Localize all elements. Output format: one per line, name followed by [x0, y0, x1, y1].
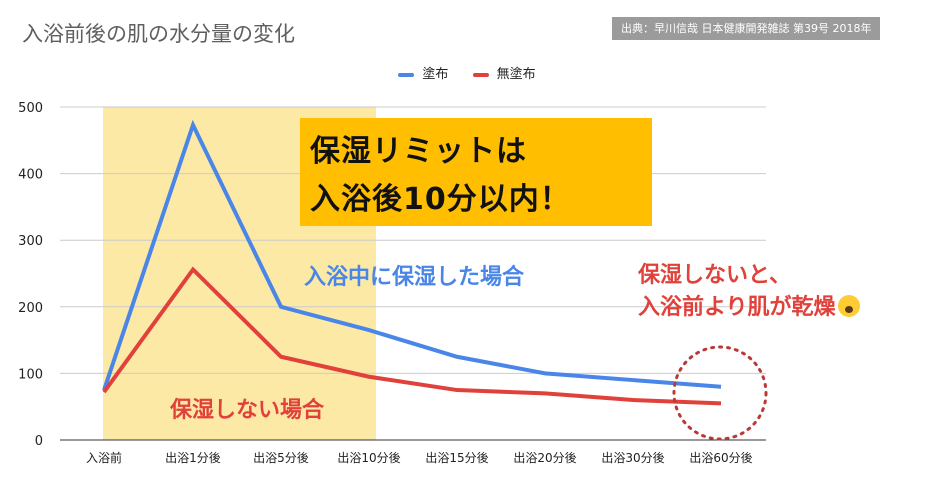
y-tick-label: 0 [35, 434, 43, 449]
x-tick-label: 出浴20分後 [513, 451, 576, 465]
x-tick-label: 出浴5分後 [253, 451, 309, 465]
legend: 塗布 無塗布 [0, 63, 934, 82]
legend-label-coated: 塗布 [422, 67, 449, 82]
legend-label-uncoated: 無塗布 [496, 67, 536, 82]
annotation-dry-line-1: 保湿しないと、 [638, 263, 792, 288]
x-tick-label: 出浴10分後 [337, 451, 400, 465]
legend-swatch-uncoated [472, 72, 489, 77]
y-tick-label: 500 [18, 101, 43, 116]
legend-swatch-coated [398, 72, 415, 77]
y-tick-label: 400 [18, 168, 43, 183]
legend-item-uncoated: 無塗布 [472, 63, 536, 82]
callout-line-1: 保湿リミットは [310, 134, 527, 169]
series-line-coated [102, 119, 722, 391]
y-tick-label: 200 [18, 301, 43, 316]
legend-item-coated: 塗布 [398, 63, 448, 82]
x-tick-label: 出浴1分後 [165, 451, 221, 465]
scream-face-icon [837, 295, 860, 317]
series-line-uncoated [102, 266, 722, 406]
annotation-with-moisture: 入浴中に保湿した場合 [304, 265, 525, 290]
x-tick-label: 入浴前 [86, 450, 122, 465]
annotation-dry-line-2-text: 入浴前より肌が乾燥 [638, 295, 836, 320]
callout-line-2: 入浴後10分以内！ [310, 182, 571, 217]
source-badge: 出典：早川信哉 日本健康開発雑誌 第39号 2018年 [612, 17, 881, 40]
annotation-without-moisture: 保湿しない場合 [170, 398, 325, 423]
y-tick-label: 300 [18, 234, 43, 249]
highlight-circle [672, 345, 768, 441]
annotation-dry-line-2: 入浴前より肌が乾燥 [638, 289, 860, 321]
chart-title: 入浴前後の肌の水分量の変化 [22, 22, 295, 46]
callout-box: 保湿リミットは 入浴後10分以内！ [300, 118, 652, 226]
x-tick-label: 出浴15分後 [425, 451, 488, 465]
x-tick-label: 出浴30分後 [601, 451, 664, 465]
x-tick-label: 出浴60分後 [689, 451, 752, 465]
y-tick-label: 100 [18, 367, 43, 382]
